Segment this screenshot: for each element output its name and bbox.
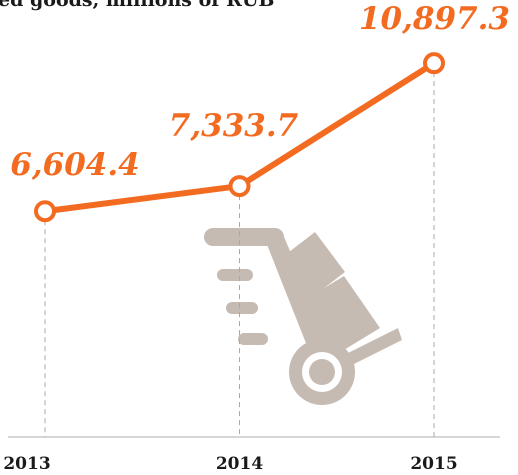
x-tick-label: 2015: [410, 454, 457, 474]
point: [34, 200, 56, 223]
point: [228, 175, 251, 198]
x-tick-label: 2014: [216, 454, 263, 474]
value-label: 7,333.7: [169, 108, 299, 144]
x-tick-label: 2013: [3, 454, 50, 474]
hand-truck-icon: [204, 228, 402, 405]
value-label: 6,604.4: [10, 147, 139, 183]
point: [423, 52, 445, 75]
chart-title: ed goods, millions of RUB: [0, 0, 274, 11]
value-label: 10,897.3: [359, 1, 510, 37]
